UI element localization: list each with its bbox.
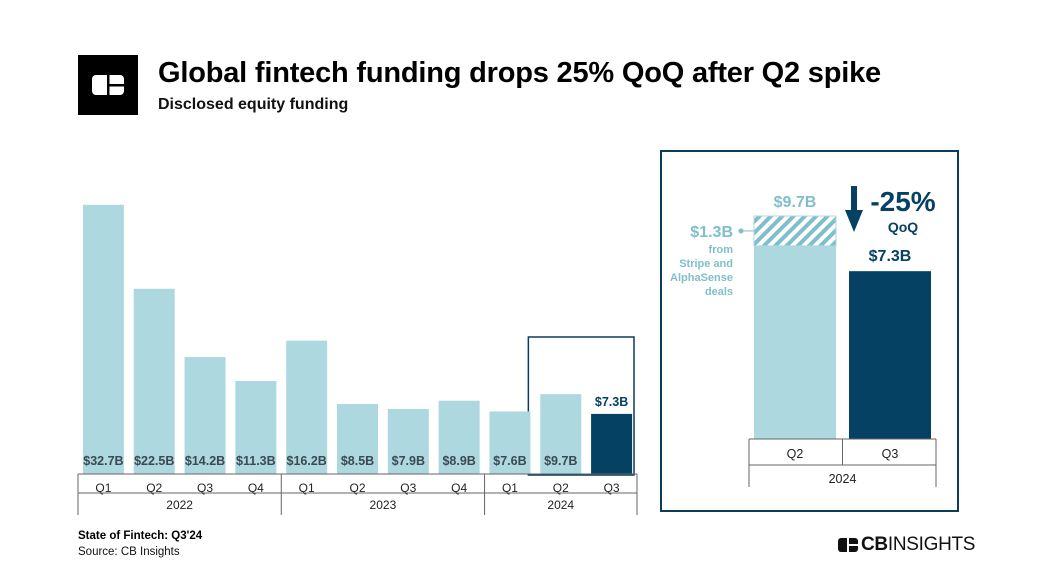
data-label: $9.7B — [774, 194, 817, 211]
bar — [184, 357, 226, 474]
data-label: $7.3B — [869, 248, 912, 265]
bar — [82, 204, 124, 475]
data-label: $11.3B — [236, 454, 276, 468]
group-label: 2023 — [370, 498, 397, 512]
tick-label: Q3 — [882, 447, 899, 461]
bar — [489, 411, 531, 474]
tick-label: Q2 — [349, 481, 365, 495]
cb-insights-logo-icon — [78, 55, 138, 115]
brand-prefix: CB — [861, 534, 888, 555]
annotation-note: AlphaSense — [670, 272, 733, 284]
bar — [849, 271, 931, 439]
tick-label: Q3 — [197, 481, 213, 495]
stacked-label: $1.3B — [690, 224, 733, 241]
change-value: -25% — [870, 186, 935, 217]
bar — [133, 288, 175, 474]
bar — [387, 408, 429, 474]
bar — [754, 216, 836, 439]
bar — [235, 380, 277, 474]
data-label: $8.9B — [442, 454, 475, 468]
tick-label: Q4 — [451, 481, 467, 495]
group-label: 2024 — [547, 498, 574, 512]
brand-mark-icon — [838, 538, 858, 552]
footer-report-title: State of Fintech: Q3'24 — [78, 530, 203, 542]
tick-label: Q1 — [502, 481, 518, 495]
bar — [286, 340, 328, 474]
tick-label: Q2 — [146, 481, 162, 495]
highlight-box — [527, 336, 635, 476]
footer-source: Source: CB Insights — [78, 546, 180, 558]
stacked-segment — [753, 215, 837, 247]
tick-label: Q3 — [604, 481, 620, 495]
tick-label: Q1 — [95, 481, 111, 495]
bar — [438, 400, 480, 474]
arrow-down-icon — [851, 186, 857, 212]
tick-label: Q3 — [400, 481, 416, 495]
brand-logo: CBINSIGHTS — [838, 534, 975, 556]
group-label: 2022 — [166, 498, 193, 512]
change-label: QoQ — [888, 219, 918, 235]
annotation-note: Stripe and — [679, 258, 733, 270]
data-label: $16.2B — [287, 454, 327, 468]
tick-label: Q4 — [248, 481, 264, 495]
group-label: 2024 — [829, 472, 857, 486]
tick-label: Q1 — [299, 481, 315, 495]
arrow-down-icon-head — [845, 210, 863, 232]
data-label: $8.5B — [341, 454, 374, 468]
bar — [540, 394, 582, 474]
data-label: $9.7B — [544, 454, 577, 468]
tick-label: Q2 — [553, 481, 569, 495]
data-label: $14.2B — [185, 454, 225, 468]
data-label: $7.3B — [595, 395, 628, 409]
inset-frame — [660, 150, 959, 512]
data-label: $7.9B — [392, 454, 425, 468]
data-label: $32.7B — [83, 454, 123, 468]
bar — [591, 413, 633, 474]
data-label: $22.5B — [134, 454, 174, 468]
tick-label: Q2 — [787, 447, 804, 461]
annotation-note: from — [709, 244, 734, 256]
page-title: Global fintech funding drops 25% QoQ aft… — [158, 57, 881, 89]
bar — [337, 404, 378, 474]
page-subtitle: Disclosed equity funding — [158, 96, 349, 113]
data-label: $7.6B — [493, 454, 526, 468]
brand-suffix: INSIGHTS — [887, 534, 976, 555]
annotation-note: deals — [705, 286, 733, 298]
